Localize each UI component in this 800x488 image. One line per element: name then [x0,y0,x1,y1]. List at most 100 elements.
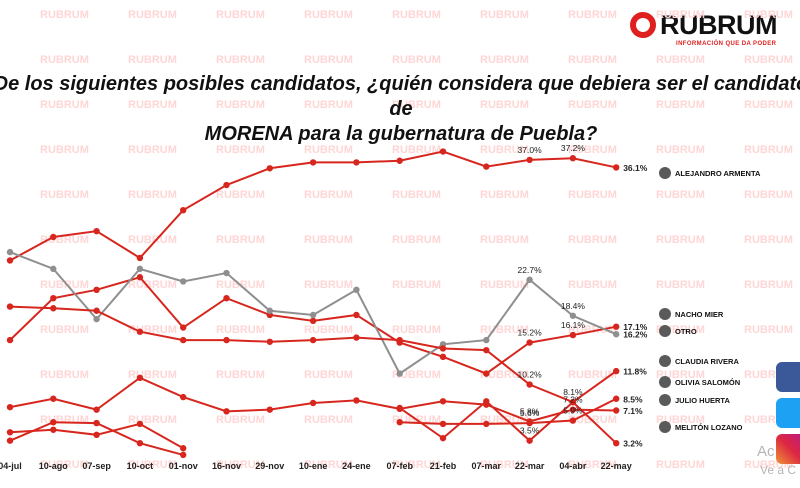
watermark-text: RUBRUM [304,99,353,111]
watermark-text: RUBRUM [744,99,793,111]
data-point [526,418,533,425]
data-label: 5.8% [520,406,540,416]
data-point [180,451,187,459]
twitter-icon[interactable] [776,398,800,428]
data-label: 10.2% [518,370,543,380]
watermark-text: RUBRUM [480,144,529,156]
watermark-text: RUBRUM [128,54,177,66]
watermark-text: RUBRUM [304,189,353,201]
data-label: 37.0% [518,145,543,155]
data-point [483,336,490,344]
series-line [399,397,617,425]
data-point [439,353,447,361]
data-point [439,434,447,442]
watermark-text: RUBRUM [128,234,177,246]
data-point [223,408,230,415]
watermark-text: RUBRUM [40,279,89,291]
data-point [6,303,14,310]
series-line [9,421,184,456]
watermark-text: RUBRUM [480,459,529,471]
watermark-text: RUBRUM [216,369,265,381]
x-tick-label: 24-ene [342,461,371,471]
watermark-text: RUBRUM [744,324,793,336]
data-point [180,393,187,401]
data-labels: 37.0% 37.2% 36.1% 15.2% 16.1% 17.1% 22.7% 18.4%… [518,143,648,448]
x-axis-labels: 04-jul 10-ago 07-sep 10-oct 01-nov 16-nov 29-n… [0,461,632,471]
data-point [6,248,14,256]
candidate-avatar-icon [659,394,671,406]
watermark-text: RUBRUM [568,234,617,246]
watermark-text: RUBRUM [480,279,529,291]
data-point [93,286,100,294]
candidate-avatar-icon [659,325,671,337]
data-point [526,437,533,444]
data-point [353,311,360,319]
x-tick-label: 07-mar [472,461,502,471]
data-label: 7.2% [563,395,583,405]
candidate-avatar-icon [659,421,671,433]
watermark-text: RUBRUM [568,144,617,156]
data-label: 17.1% [623,322,648,332]
rubrum-logo: RUBRUM INFORMACIÓN QUE DA PODER [630,10,800,50]
watermark-text: RUBRUM [480,54,529,66]
watermark-text: RUBRUM [304,54,353,66]
watermark-text: RUBRUM [744,189,793,201]
data-point [93,315,100,323]
watermark-text: RUBRUM [744,234,793,246]
series-name-labels: ALEJANDRO ARMENTA NACHO MIER OTRO CLAUDIA R… [659,167,761,433]
data-point [309,311,317,319]
data-point [483,370,490,377]
watermark-text: RUBRUM [216,99,265,111]
watermark-text: RUBRUM [744,9,793,21]
data-point [526,381,533,388]
watermark-text: RUBRUM [40,54,89,66]
data-point [50,426,57,433]
candidate-avatar-icon [659,167,671,179]
data-point [569,312,577,319]
chart-title-line-1: De los siguientes posibles candidatos, ¿… [0,73,800,120]
watermark-text: RUBRUM [304,414,353,426]
watermark-text: RUBRUM [40,189,89,201]
data-point [396,419,403,426]
data-point [136,274,144,281]
instagram-icon[interactable] [776,434,800,464]
watermark-text: RUBRUM [656,279,705,291]
data-point [6,403,14,411]
data-point [93,431,100,438]
logo-tagline: INFORMACIÓN QUE DA PODER [676,41,777,47]
data-point [180,324,187,331]
data-point [613,323,620,330]
data-point [353,159,360,166]
watermark-text: RUBRUM [128,189,177,201]
data-point [526,156,533,164]
data-label: 11.8% [623,367,647,377]
watermark-text: RUBRUM [128,279,177,291]
watermark-text: RUBRUM [40,369,89,381]
data-label: 5.9% [563,406,583,416]
watermark-text: RUBRUM [656,9,705,21]
watermark-text: RUBRUM [744,279,793,291]
data-point [50,395,57,402]
data-point [93,419,100,427]
data-point [223,294,230,302]
data-point [483,398,490,405]
facebook-icon[interactable] [776,362,800,392]
logo-ring-icon [630,12,656,38]
data-label: 3.5% [520,426,540,436]
watermark-text: RUBRUM [656,144,705,156]
data-point [50,294,57,302]
data-point [396,404,403,412]
data-point [483,420,490,428]
data-point [309,399,317,407]
data-point [483,163,490,170]
watermark-text: RUBRUM [216,414,265,426]
data-point [223,336,230,344]
data-point [396,157,403,164]
data-point [613,395,620,402]
data-point [266,406,273,413]
watermark-text: RUBRUM [392,234,441,246]
watermark-text: RUBRUM [480,234,529,246]
activate-windows-subtext: Ve a C [760,463,797,477]
data-point [353,286,360,294]
